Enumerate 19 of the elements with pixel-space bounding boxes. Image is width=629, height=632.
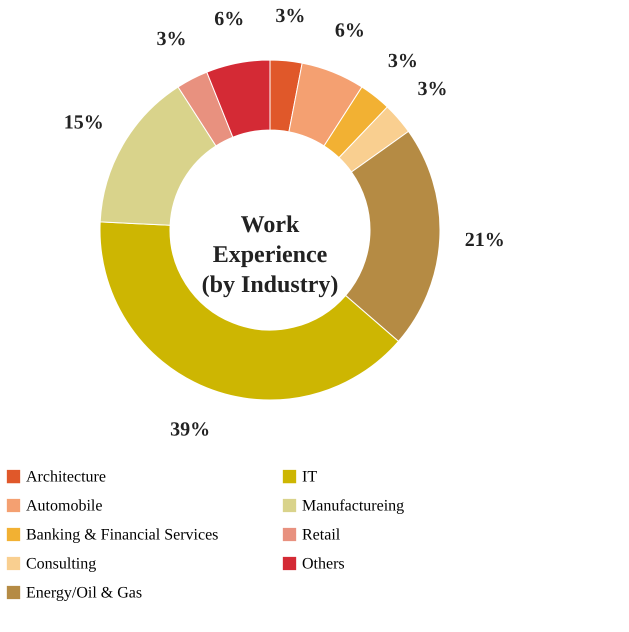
data-label: 3% (388, 50, 418, 72)
data-label: 3% (156, 28, 186, 50)
legend-label: Manufactureing (302, 498, 404, 514)
legend-label: Retail (302, 526, 341, 544)
data-label: 15% (64, 112, 104, 134)
legend-label: IT (302, 468, 318, 486)
legend-label: Automobile (26, 498, 102, 514)
legend-label: Banking & Financial Services (26, 526, 218, 544)
legend-label: Others (302, 556, 345, 572)
text: Work Experience (by Industry) (202, 212, 338, 298)
legend-label: Energy/Oil & Gas (26, 584, 142, 602)
data-label: 3% (417, 78, 448, 100)
data-label: 6% (214, 8, 244, 30)
data-label: 39% (170, 418, 210, 441)
legend-label: Consulting (26, 556, 96, 572)
data-label: 3% (275, 4, 306, 27)
data-label: 6% (334, 19, 365, 42)
legend-label: Architecture (26, 468, 106, 486)
data-label: 21% (464, 229, 505, 252)
